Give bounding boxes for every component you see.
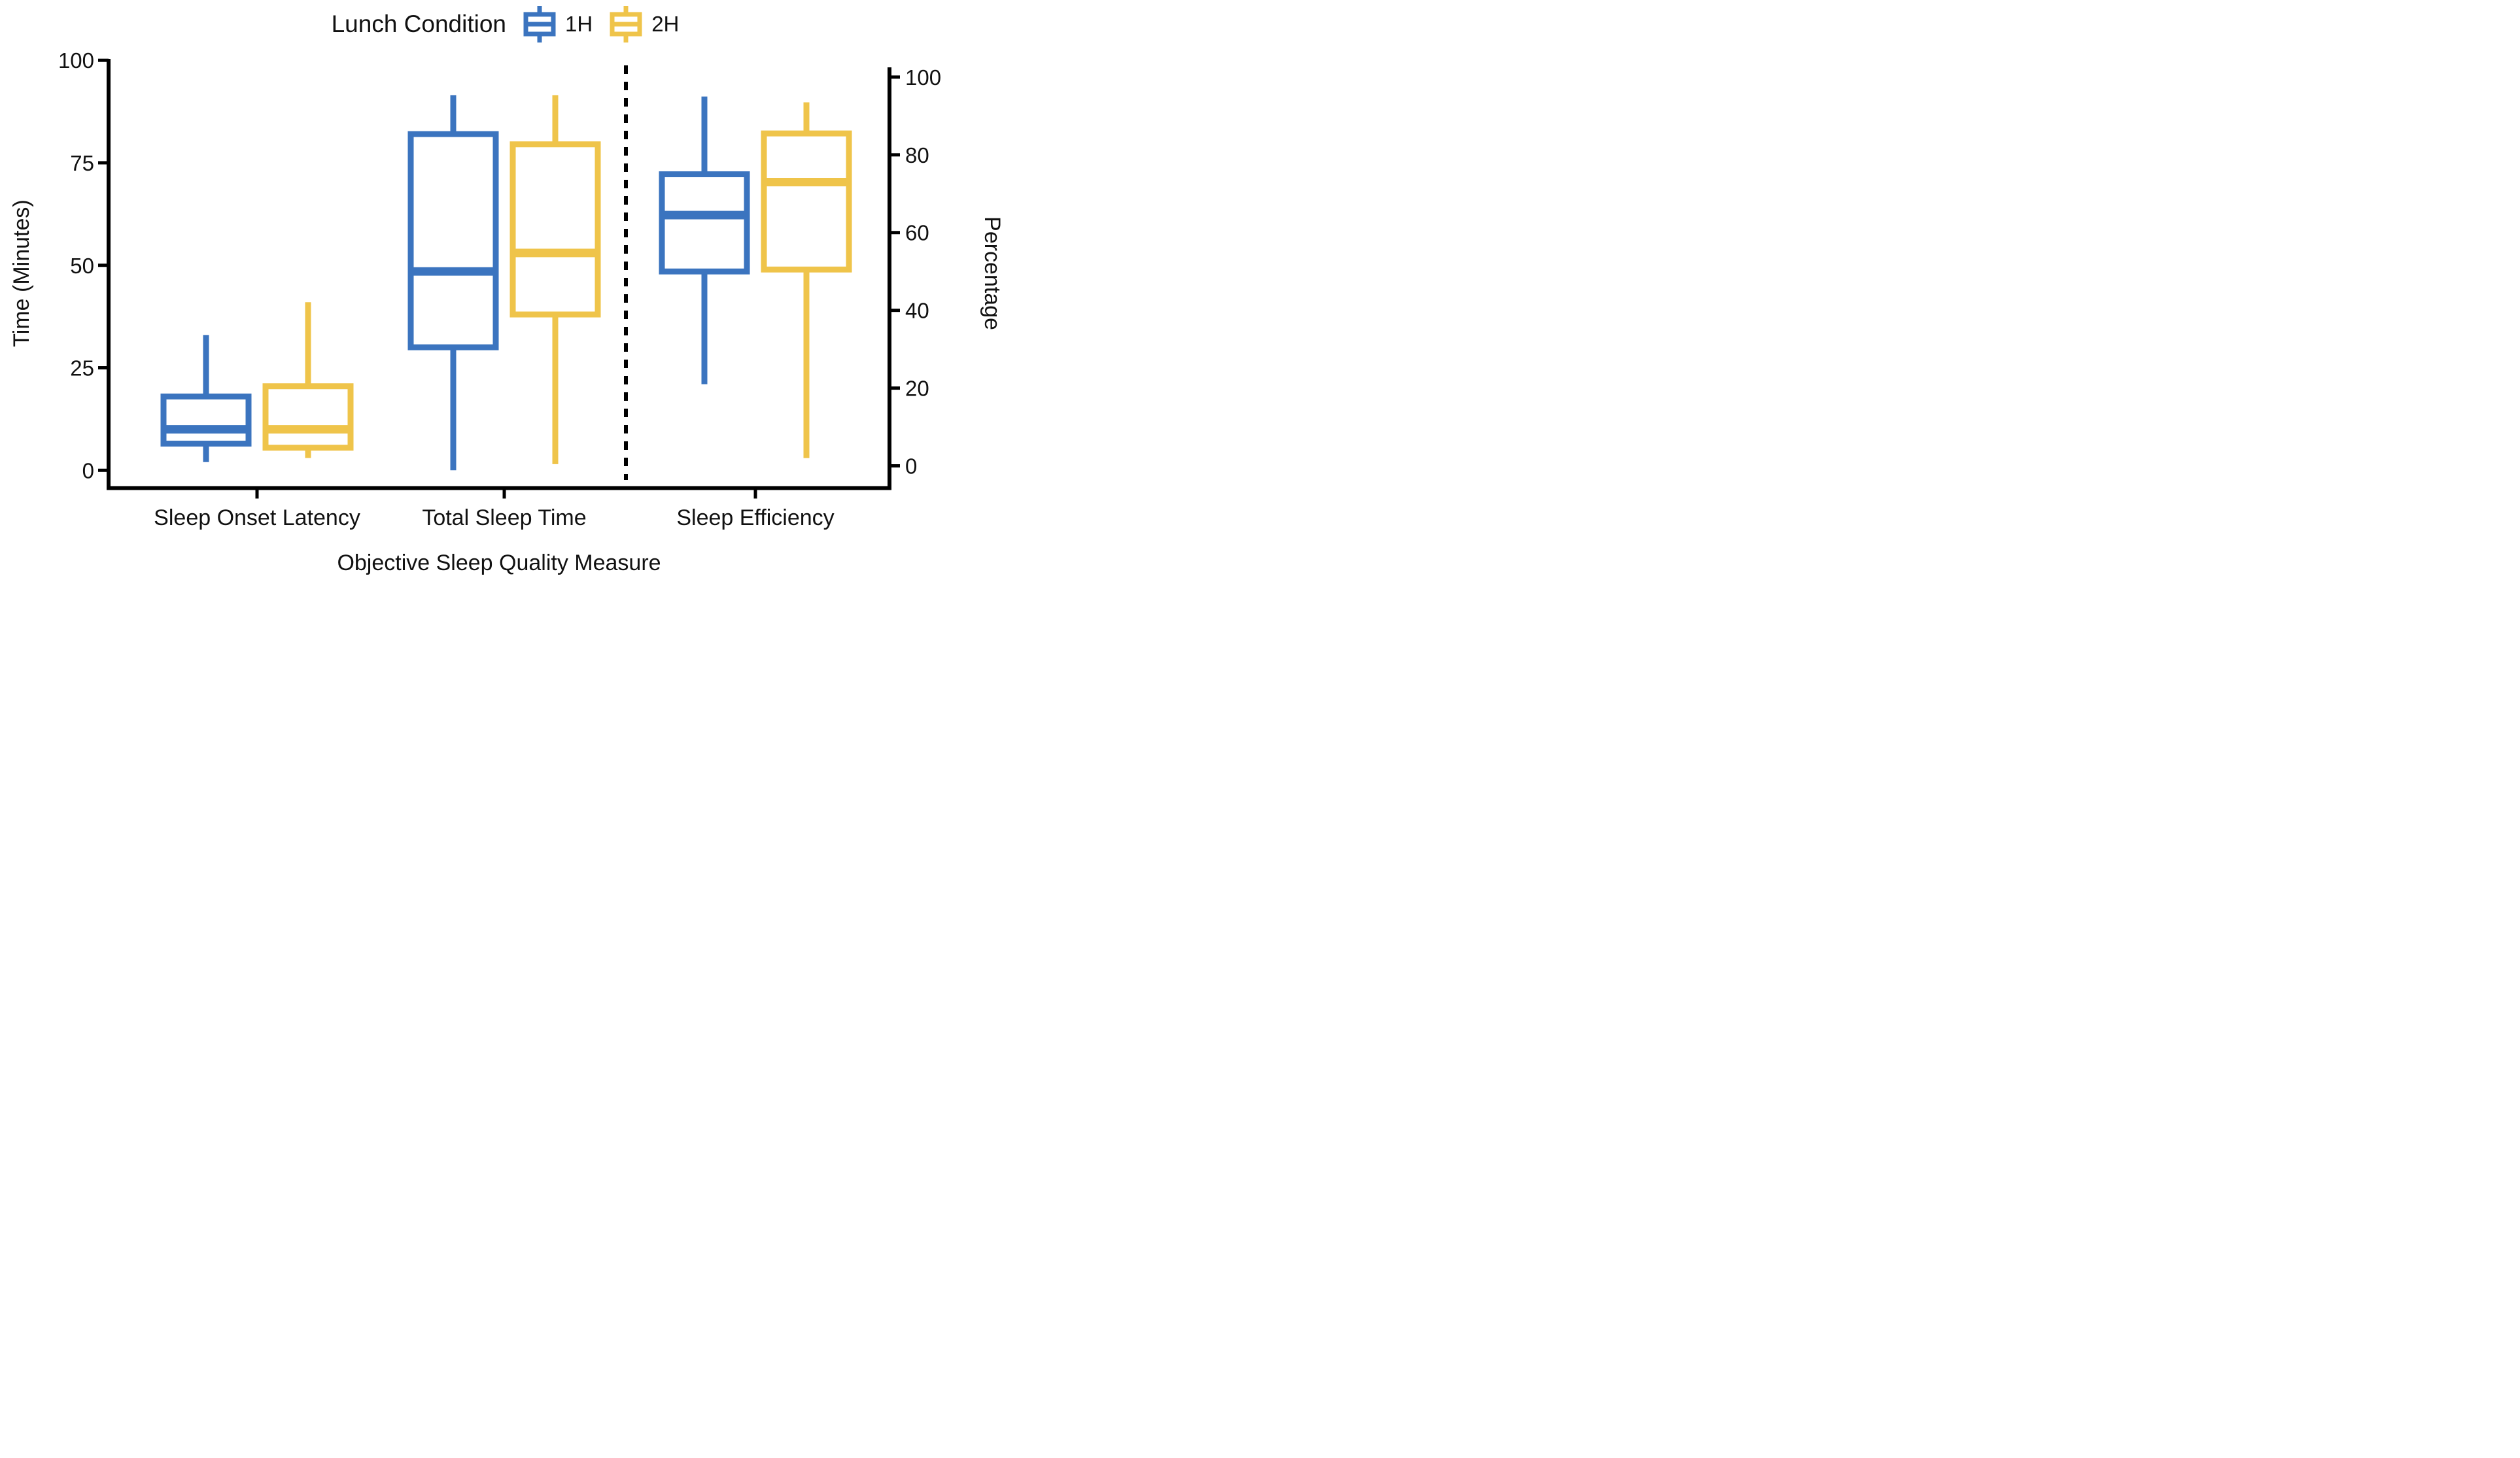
legend-item-1h: 1H: [523, 5, 593, 43]
legend: Lunch Condition 1H 2H: [0, 5, 1010, 43]
iqr-box: [262, 383, 354, 451]
box-2h-sleep-onset-latency: [262, 302, 354, 458]
right-axis-tick-label: 80: [905, 143, 929, 167]
iqr-box: [160, 393, 252, 447]
left-axis-tick-label: 50: [70, 254, 94, 278]
box-1h-total-sleep-time: [407, 95, 499, 471]
category-label: Sleep Onset Latency: [154, 505, 360, 530]
legend-item-2h: 2H: [610, 5, 679, 43]
box-2h-total-sleep-time: [509, 95, 601, 464]
box-2h-sleep-efficiency: [761, 102, 852, 458]
boxplot-chart: 0 25 50 75 100 0 20 40 60 80 100 Sleep Onset Latenc…: [9, 48, 1005, 575]
legend-title: Lunch Condition: [331, 10, 507, 37]
legend-item-label-1h: 1H: [565, 12, 593, 36]
boxplot-glyph-2h-icon: [610, 6, 642, 42]
x-axis-title: Objective Sleep Quality Measure: [337, 551, 661, 575]
right-axis-tick-label: 40: [905, 299, 929, 323]
category-label: Total Sleep Time: [422, 505, 586, 530]
box-1h-sleep-onset-latency: [160, 335, 252, 462]
right-axis-tick-label: 60: [905, 221, 929, 245]
right-axis-tick-label: 100: [905, 65, 941, 90]
left-axis-tick-label: 25: [70, 356, 94, 381]
left-axis-tick-label: 100: [58, 48, 94, 73]
right-axis-tick-label: 20: [905, 377, 929, 401]
legend-item-label-2h: 2H: [651, 12, 680, 36]
right-axis-tick-label: 0: [905, 454, 917, 479]
left-axis-tick-label: 0: [82, 458, 94, 483]
box-1h-sleep-efficiency: [659, 96, 750, 384]
iqr-box: [407, 131, 499, 350]
y-axis-title-right: Percentage: [980, 216, 1005, 330]
boxplot-glyph-1h-icon: [523, 6, 556, 42]
iqr-box: [509, 141, 601, 318]
category-label: Sleep Efficiency: [676, 505, 834, 530]
y-axis-title-left: Time (Minutes): [9, 199, 34, 347]
left-axis-tick-label: 75: [70, 151, 94, 175]
iqr-box: [659, 171, 750, 275]
iqr-box: [761, 130, 852, 273]
sleep-quality-boxplot-figure: 0 25 50 75 100 0 20 40 60 80 100 Sleep Onset Latenc…: [0, 0, 1010, 585]
